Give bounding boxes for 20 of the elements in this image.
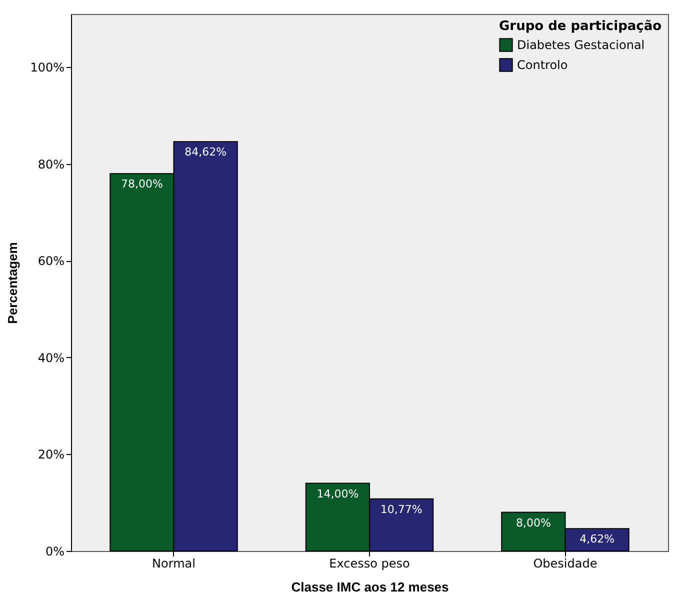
x-tick-label: Normal — [152, 556, 196, 570]
x-tick-label: Excesso peso — [329, 556, 410, 570]
y-tick-label: 40% — [38, 350, 64, 365]
data-label: 8,00% — [516, 516, 551, 530]
x-axis-title: Classe IMC aos 12 meses — [291, 580, 449, 594]
data-label: 14,00% — [316, 487, 359, 500]
y-tick-label: 0% — [45, 544, 64, 558]
data-label: 84,62% — [184, 146, 227, 159]
data-label: 10,77% — [380, 502, 422, 516]
legend-title: Grupo de participação — [499, 19, 662, 34]
data-label: 4,62% — [580, 532, 615, 546]
y-tick-label: 20% — [38, 448, 64, 462]
data-label: 78,00% — [120, 178, 163, 191]
y-tick-label: 80% — [38, 157, 64, 172]
legend-label: Diabetes Gestacional — [517, 38, 645, 52]
x-tick-label: Obesidade — [533, 556, 598, 570]
y-tick-label: 60% — [38, 254, 64, 268]
y-tick-label: 100% — [30, 60, 64, 75]
legend-label: Controlo — [517, 58, 568, 72]
y-axis-title: Percentagem — [5, 242, 20, 324]
